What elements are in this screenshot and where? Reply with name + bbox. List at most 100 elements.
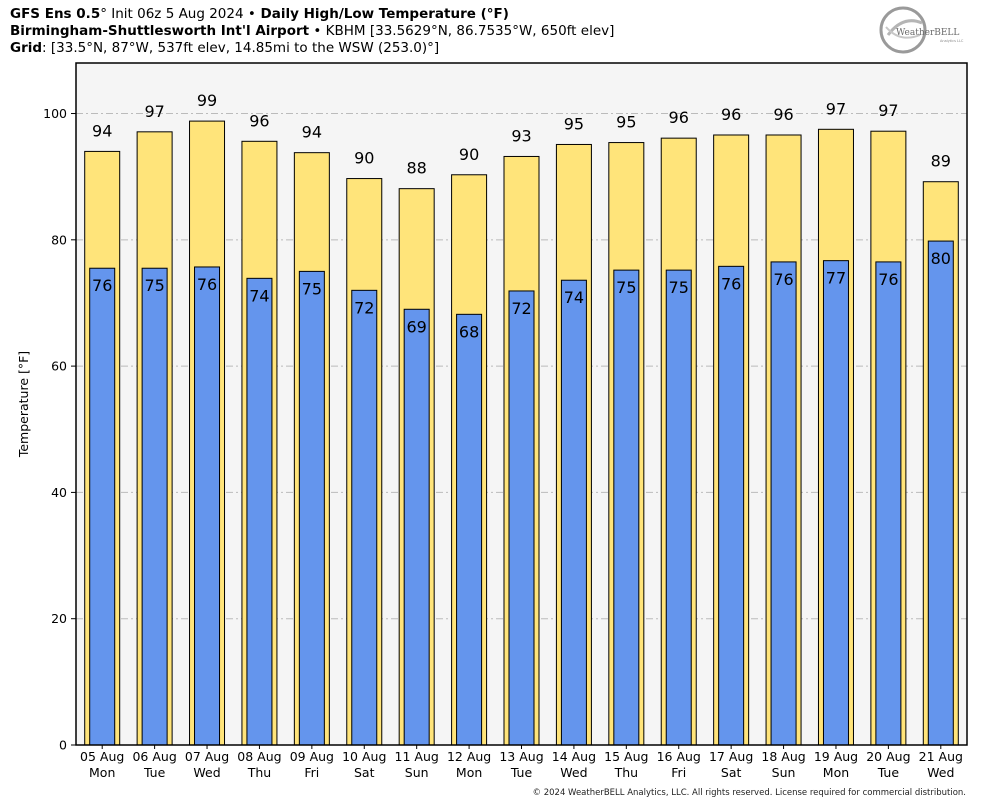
high-temp-label: 96 — [249, 111, 269, 130]
high-temp-label: 97 — [878, 101, 898, 120]
x-weekday-label: Sun — [405, 765, 429, 780]
x-weekday-label: Sat — [721, 765, 742, 780]
model-name: GFS Ens 0.5 — [10, 6, 101, 22]
low-temp-label: 68 — [459, 322, 479, 341]
high-temp-label: 96 — [721, 105, 741, 124]
x-weekday-label: Sat — [354, 765, 375, 780]
low-temp-bar — [927, 240, 954, 746]
x-date-label: 13 Aug — [499, 749, 543, 764]
grid-info: : [33.5°N, 87°W, 537ft elev, 14.85mi to … — [42, 40, 440, 56]
high-temp-label: 95 — [564, 114, 584, 133]
x-weekday-label: Tue — [510, 765, 533, 780]
x-date-label: 20 Aug — [866, 749, 910, 764]
x-weekday-label: Fri — [671, 765, 686, 780]
low-temp-label: 76 — [878, 270, 898, 289]
x-date-label: 05 Aug — [80, 749, 124, 764]
low-temp-bar — [822, 260, 849, 746]
x-weekday-label: Sun — [772, 765, 796, 780]
low-temp-bar — [613, 269, 640, 746]
x-weekday-label: Thu — [614, 765, 638, 780]
low-temp-bar — [351, 289, 378, 746]
high-temp-label: 99 — [197, 91, 217, 110]
plot-frame — [75, 62, 968, 746]
high-temp-label: 90 — [354, 149, 374, 168]
x-date-label: 10 Aug — [342, 749, 386, 764]
low-temp-bar — [456, 313, 483, 746]
logo-wordmark: WeatherBELL — [896, 28, 959, 38]
x-weekday-label: Wed — [560, 765, 587, 780]
low-temp-bar — [141, 267, 168, 746]
low-temp-label: 75 — [302, 279, 322, 298]
x-weekday-label: Fri — [304, 765, 319, 780]
y-tick-label: 100 — [43, 106, 67, 121]
high-temp-label: 94 — [92, 121, 112, 140]
low-temp-label: 75 — [144, 276, 164, 295]
x-weekday-label: Thu — [247, 765, 271, 780]
y-tick-label: 40 — [51, 485, 67, 500]
high-temp-label: 94 — [302, 123, 322, 142]
high-temp-label: 95 — [616, 113, 636, 132]
low-temp-label: 80 — [931, 249, 951, 268]
high-temp-label: 96 — [669, 108, 689, 127]
low-temp-bar — [875, 261, 902, 746]
y-tick-label: 80 — [51, 232, 67, 247]
low-temp-bar — [770, 261, 797, 746]
x-date-label: 12 Aug — [447, 749, 491, 764]
separator-bullet: • — [309, 23, 326, 39]
low-temp-bar — [89, 267, 116, 746]
y-tick-label: 0 — [59, 738, 67, 753]
product-unit: °F) — [486, 6, 509, 22]
chart-title-line-1: GFS Ens 0.5° Init 06z 5 Aug 2024 • Daily… — [10, 6, 509, 23]
weatherbell-logo: WeatherBELL Analytics LLC — [879, 6, 964, 54]
low-temp-bar — [665, 269, 692, 746]
x-weekday-label: Tue — [877, 765, 900, 780]
logo-subtitle: Analytics LLC — [940, 39, 964, 43]
high-temp-label: 89 — [931, 152, 951, 171]
grid-label: Grid — [10, 40, 43, 56]
low-temp-label: 74 — [249, 286, 269, 305]
separator-bullet: • — [247, 6, 256, 22]
low-temp-bar — [298, 270, 325, 746]
station-name: Birmingham-Shuttlesworth Int'l Airport — [10, 23, 310, 39]
degree-mark: ° — [100, 6, 107, 22]
init-time: Init 06z 5 Aug 2024 — [106, 6, 248, 22]
low-temp-label: 72 — [511, 299, 531, 318]
low-temp-label: 69 — [406, 317, 426, 336]
low-temp-label: 76 — [773, 270, 793, 289]
x-date-label: 21 Aug — [919, 749, 963, 764]
low-temp-label: 77 — [826, 269, 846, 288]
high-temp-label: 97 — [144, 102, 164, 121]
x-weekday-label: Mon — [89, 765, 115, 780]
high-temp-label: 90 — [459, 145, 479, 164]
low-temp-label: 76 — [92, 276, 112, 295]
x-weekday-label: Mon — [456, 765, 482, 780]
x-weekday-label: Wed — [927, 765, 954, 780]
y-tick-label: 60 — [51, 359, 67, 374]
x-date-label: 16 Aug — [657, 749, 701, 764]
y-tick-label: 20 — [51, 611, 67, 626]
x-date-label: 19 Aug — [814, 749, 858, 764]
x-weekday-label: Mon — [823, 765, 849, 780]
x-date-label: 08 Aug — [237, 749, 281, 764]
x-date-label: 14 Aug — [552, 749, 596, 764]
low-temp-bar — [194, 266, 221, 746]
high-temp-label: 97 — [826, 99, 846, 118]
x-date-label: 11 Aug — [395, 749, 439, 764]
x-date-label: 07 Aug — [185, 749, 229, 764]
chart-title-line-2: Birmingham-Shuttlesworth Int'l Airport •… — [10, 23, 614, 40]
low-temp-label: 74 — [564, 288, 584, 307]
low-temp-bar — [560, 279, 587, 746]
x-date-label: 09 Aug — [290, 749, 334, 764]
copyright-footer: © 2024 WeatherBELL Analytics, LLC. All r… — [532, 788, 966, 798]
product-title: Daily High/Low Temperature ( — [255, 6, 487, 22]
low-temp-label: 76 — [197, 275, 217, 294]
low-temp-label: 75 — [616, 278, 636, 297]
low-temp-label: 75 — [669, 278, 689, 297]
station-info: KBHM [33.5629°N, 86.7535°W, 650ft elev] — [325, 23, 615, 39]
low-temp-bar — [508, 290, 535, 746]
low-temp-bar — [718, 265, 745, 746]
chart-title-line-3: Grid: [33.5°N, 87°W, 537ft elev, 14.85mi… — [10, 40, 439, 57]
x-weekday-label: Wed — [193, 765, 220, 780]
x-weekday-label: Tue — [143, 765, 166, 780]
x-date-label: 18 Aug — [761, 749, 805, 764]
